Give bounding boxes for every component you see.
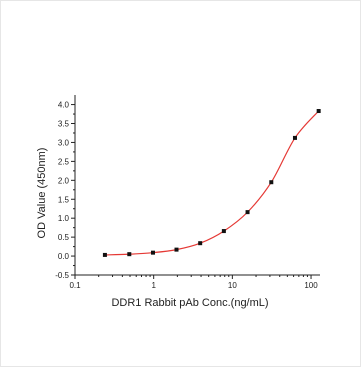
fit-curve-group [104,110,320,256]
data-points [102,109,321,257]
y-tick-label: 4.0 [58,101,70,110]
data-point [102,252,107,257]
y-tick-label: 2.5 [58,157,70,166]
y-tick-label: 3.5 [58,120,70,129]
data-point [292,135,297,140]
data-point [198,241,203,246]
x-tick-label: 0.1 [69,281,81,290]
x-tick-label: 1 [151,281,156,290]
y-tick-label: 3.0 [58,138,70,147]
data-point [316,109,321,114]
x-axis-title: DDR1 Rabbit pAb Conc.(ng/mL) [111,297,268,309]
y-tick-label: 1.0 [58,214,70,223]
x-axis: 0.1 1 10 100 [69,274,320,290]
x-tick-label: 100 [304,281,318,290]
data-point [174,247,179,252]
y-tick-label: 0.5 [58,233,70,242]
data-point [245,210,250,215]
y-axis: -0.5 0.0 0.5 1.0 1.5 2.0 2.5 3.0 3.5 4.0 [55,95,76,280]
y-tick-label: 0.0 [58,252,70,261]
y-tick-label: 1.5 [58,195,70,204]
y-tick-label: -0.5 [55,271,69,280]
x-tick-label: 10 [228,281,237,290]
y-axis-title: OD Value (450nm) [36,148,48,239]
fit-curve [104,110,320,256]
data-point [269,180,274,185]
y-tick-label: 2.0 [58,176,70,185]
data-point [127,252,132,257]
data-point [150,250,155,255]
data-point [221,229,226,234]
